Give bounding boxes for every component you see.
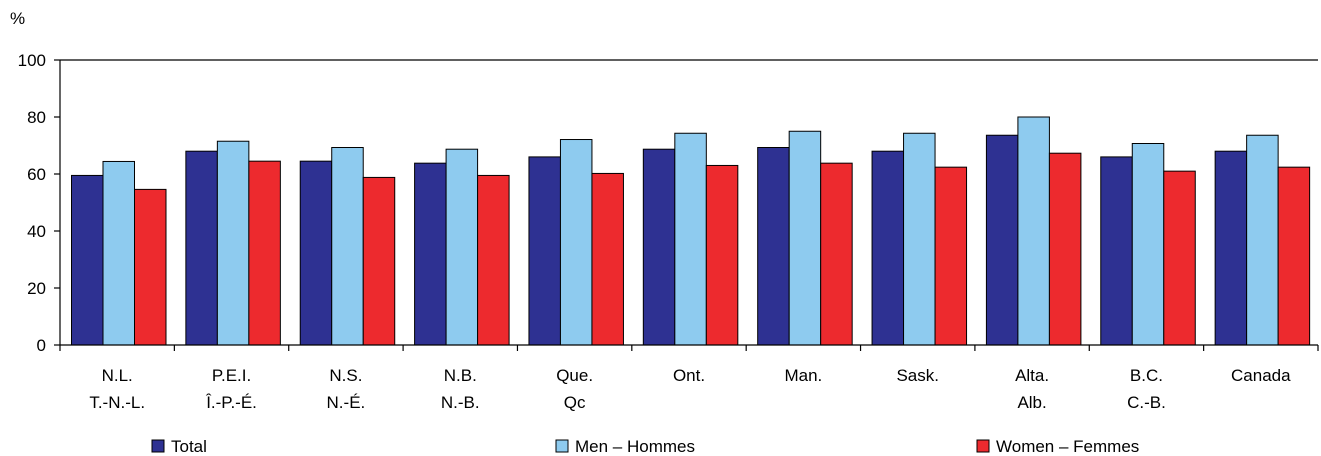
bar-canada-series-3 (1277, 166, 1311, 346)
y-tick-label: 40 (27, 222, 46, 241)
y-axis-unit-label: % (10, 9, 25, 28)
y-tick-label: 100 (18, 51, 46, 70)
x-tick-labels: N.L. T.-N.-L. P.E.I. Î.-P.-É. N.S. N.-É. N.B. N… (89, 366, 1291, 412)
bar-bc-series-2 (1131, 143, 1165, 346)
bar-ns-series-1 (299, 160, 333, 346)
bar-alta-series-3 (1048, 152, 1082, 346)
y-tick-label: 0 (37, 336, 46, 355)
x-tick-label: Alb. (1017, 393, 1046, 412)
x-tick-label: N.B. (444, 366, 477, 385)
x-tick-label: Man. (784, 366, 822, 385)
bar-alta-series-2 (1017, 116, 1050, 346)
bars-layer (71, 116, 1311, 346)
y-tick-label: 20 (27, 279, 46, 298)
bar-man-series-3 (820, 162, 853, 346)
bar-que-series-1 (528, 156, 561, 346)
bar-que-series-2 (559, 139, 593, 346)
legend-label-1: Total (171, 437, 207, 456)
y-tick-label: 80 (27, 108, 46, 127)
bar-ont-series-3 (705, 164, 739, 346)
legend-label-3: Women – Femmes (996, 437, 1139, 456)
bar-nb-series-3 (477, 174, 510, 346)
x-tick-label: Alta. (1015, 366, 1049, 385)
bar-bc-series-3 (1163, 170, 1196, 346)
x-tick-label: B.C. (1130, 366, 1163, 385)
x-tick-label: T.-N.-L. (89, 393, 145, 412)
x-tick-label: C.-B. (1127, 393, 1166, 412)
bar-nb-series-1 (414, 162, 447, 346)
bar-ns-series-3 (362, 176, 396, 346)
bar-man-series-2 (788, 130, 822, 346)
bar-sask-series-2 (903, 132, 936, 346)
bar-nl-series-1 (71, 174, 104, 346)
bar-pei-series-2 (216, 140, 250, 346)
bar-bc-series-1 (1100, 156, 1133, 346)
x-tick-label: N.-É. (327, 393, 366, 412)
x-tick-label: Qc (564, 393, 586, 412)
x-tick-label: Ont. (673, 366, 705, 385)
bar-man-series-1 (757, 147, 790, 346)
bar-pei-series-1 (185, 150, 218, 346)
bar-alta-series-1 (985, 134, 1019, 346)
x-tick-label: N.-B. (441, 393, 480, 412)
legend-swatch-1 (151, 439, 165, 453)
x-tick-label: P.E.I. (212, 366, 251, 385)
bar-nl-series-2 (102, 160, 135, 346)
x-tick-label: N.S. (329, 366, 362, 385)
bar-canada-series-1 (1214, 150, 1248, 346)
x-tick-label: Que. (556, 366, 593, 385)
axes-layer: 0 20 40 60 80 100 (18, 51, 1319, 355)
bar-nl-series-3 (134, 188, 167, 346)
bar-ns-series-2 (331, 147, 364, 346)
x-tick-label: Canada (1231, 366, 1291, 385)
bar-sask-series-1 (871, 150, 905, 346)
y-tick-label: 60 (27, 165, 46, 184)
legend-swatch-3 (976, 439, 990, 453)
x-tick-label: N.L. (102, 366, 133, 385)
bar-canada-series-2 (1246, 134, 1279, 346)
bar-pei-series-3 (248, 160, 281, 346)
bar-sask-series-3 (934, 166, 968, 346)
bar-que-series-3 (591, 172, 624, 346)
bar-ont-series-1 (642, 148, 676, 346)
bar-nb-series-2 (445, 148, 479, 346)
bar-ont-series-2 (674, 132, 707, 346)
legend-label-2: Men – Hommes (575, 437, 695, 456)
legend-swatch-2 (555, 439, 569, 453)
x-tick-label: Î.-P.-É. (205, 393, 257, 412)
legend: Total Men – Hommes Women – Femmes (151, 437, 1139, 456)
x-tick-label: Sask. (896, 366, 939, 385)
